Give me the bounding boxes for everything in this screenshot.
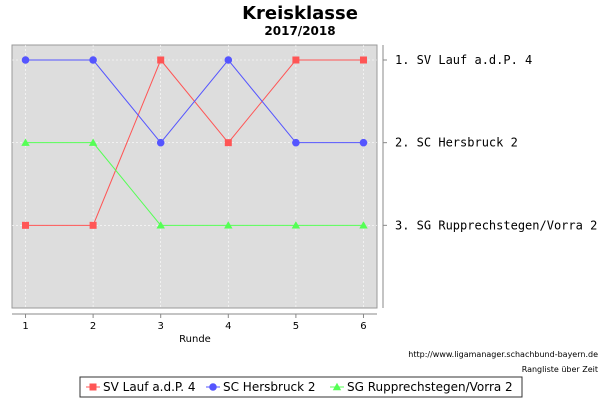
x-tick-label-1: 1: [22, 321, 28, 332]
series-3-point-5: [291, 221, 301, 229]
legend-marker-2: [209, 383, 217, 391]
rank-layer: 1. SV Lauf a.d.P. 4 2. SC Hersbruck 2 3. S…: [383, 53, 597, 232]
x-tick-label-5: 5: [293, 321, 299, 332]
rank-label-1: 1. SV Lauf a.d.P. 4: [395, 53, 532, 67]
legend-box: [79, 376, 523, 398]
series-3-point-1: [21, 138, 30, 146]
x-tick-label-3: 3: [158, 321, 164, 332]
series-layer: [21, 56, 368, 229]
series-1-point-6: [359, 56, 367, 64]
series-1-point-1: [22, 221, 30, 229]
chart-subtitle: 2017/2018: [264, 24, 335, 38]
series-2-point-5: [292, 138, 300, 147]
x-tick-label-6: 6: [360, 321, 366, 332]
plot-area: [11, 44, 378, 309]
legend-label-2: SC Hersbruck 2: [223, 380, 316, 394]
chart-title: Kreisklasse: [242, 3, 358, 24]
legend-label-1: SV Lauf a.d.P. 4: [103, 380, 196, 394]
series-2: [21, 56, 368, 147]
series-3-point-6: [359, 221, 368, 229]
series-2-point-1: [21, 56, 30, 64]
series-2-point-3: [156, 138, 165, 147]
axes-layer: 1 2 3 4 5 6: [12, 45, 384, 332]
series-1-point-3: [157, 56, 165, 64]
series-1-point-4: [224, 139, 232, 147]
rank-label-2: 2. SC Hersbruck 2: [395, 136, 518, 150]
series-line-2: [25, 59, 364, 144]
legend-marker-1: [89, 383, 97, 391]
series-2-point-4: [224, 56, 233, 64]
plot-layer: [11, 44, 378, 309]
x-tick-label-2: 2: [90, 321, 96, 332]
chart-caption: Rangliste über Zeit: [522, 365, 598, 374]
series-3: [21, 138, 368, 229]
series-line-3: [25, 142, 364, 226]
series-2-point-6: [359, 138, 368, 147]
legend: SV Lauf a.d.P. 4 SC Hersbruck 2 SG Rupprec…: [79, 376, 523, 398]
x-tick-label-4: 4: [225, 321, 231, 332]
series-1-point-5: [292, 56, 300, 64]
series-3-point-3: [156, 221, 165, 229]
source-url: http://www.ligamanager.schachbund-bayern…: [408, 350, 598, 359]
rank-label-3: 3. SG Rupprechstegen/Vorra 2: [395, 218, 597, 232]
series-2-point-2: [89, 56, 97, 64]
series-3-point-4: [224, 221, 233, 229]
x-axis-title: Runde: [179, 334, 211, 345]
legend-marker-3: [332, 382, 342, 391]
series-1-point-2: [89, 221, 97, 229]
series-3-point-2: [88, 138, 98, 146]
legend-label-3: SG Rupprechstegen/Vorra 2: [347, 380, 513, 394]
